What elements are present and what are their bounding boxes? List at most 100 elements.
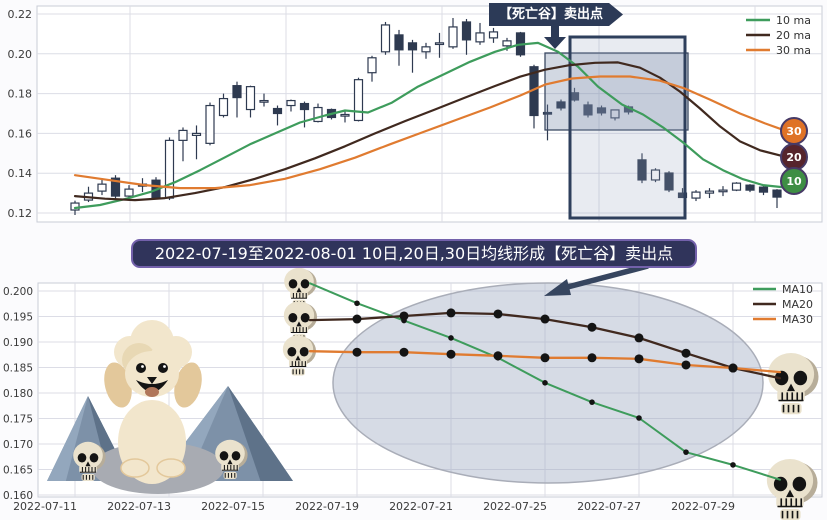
candle-body <box>650 169 661 181</box>
candle-body <box>502 40 512 47</box>
candle <box>164 137 175 201</box>
candle <box>407 39 418 73</box>
data-point-MA10 <box>730 462 736 468</box>
bottom-y-tick-label: 0.180 <box>3 388 33 400</box>
candle <box>718 186 728 197</box>
candle <box>394 29 404 66</box>
skull-eye-socket <box>773 476 788 492</box>
candle <box>340 109 350 123</box>
legend-label: 30 ma <box>776 44 811 57</box>
candle-body <box>407 42 418 51</box>
bottom-y-tick-label: 0.190 <box>3 337 33 349</box>
data-point-MA20 <box>493 309 503 319</box>
candlesticks <box>70 17 782 215</box>
mountain-light-face <box>47 396 88 481</box>
skull-eye-socket <box>288 279 298 289</box>
dog-eye-glint <box>141 365 144 368</box>
candle <box>178 127 188 162</box>
skull-cranium <box>767 353 815 396</box>
candle-body <box>691 191 701 199</box>
data-point-MA10 <box>683 449 689 455</box>
candle <box>704 188 715 199</box>
candle-body <box>704 190 715 194</box>
candle <box>664 171 674 193</box>
candle-body <box>299 102 310 111</box>
bottom-y-tick-label: 0.165 <box>3 465 33 477</box>
candle-body <box>97 183 107 192</box>
candle-body <box>718 189 728 193</box>
top-legend-item: 30 ma <box>746 44 811 57</box>
candle-body <box>124 188 134 197</box>
data-point-MA30 <box>399 347 409 357</box>
candle <box>731 182 742 192</box>
skull-lower-jaw <box>223 471 237 479</box>
skull-cranium <box>283 301 315 330</box>
dog-ear <box>104 362 132 408</box>
dog-tongue <box>145 387 159 397</box>
sell-point-arrow-icon <box>544 25 566 49</box>
candle <box>299 101 310 128</box>
bottom-x-tick-label: 2022-07-21 <box>389 500 453 513</box>
skull-nose <box>85 461 91 467</box>
bottom-y-tick-label: 0.200 <box>3 286 33 298</box>
candle-body <box>380 24 391 53</box>
candle <box>97 178 107 196</box>
skull-nose <box>295 355 301 361</box>
skull-eye-socket <box>231 451 241 461</box>
skull-nose <box>786 489 794 498</box>
skull-nose <box>296 287 302 293</box>
candle <box>286 99 296 112</box>
candle-body <box>394 34 404 51</box>
top-y-tick-label: 0.14 <box>8 167 33 180</box>
dog-ear <box>174 362 202 408</box>
skull-cranium <box>215 439 245 467</box>
dog-eye <box>136 363 146 373</box>
decorations <box>47 267 819 520</box>
candle-body <box>367 57 377 74</box>
bottom-y-tick-label: 0.175 <box>3 414 33 426</box>
skull-eye-socket <box>792 476 807 492</box>
dog-eye <box>158 363 168 373</box>
candle-body <box>178 129 188 141</box>
candle <box>421 42 431 59</box>
bottom-legend-item: MA20 <box>753 298 813 311</box>
candle-body <box>434 42 445 46</box>
legend-label: MA10 <box>782 283 813 296</box>
death-valley-sell-annotation: 【死亡谷】卖出点 <box>489 3 623 26</box>
candle <box>353 77 364 122</box>
summary-banner: 2022-07-19至2022-08-01 10日,20日,30日均线形成【死亡… <box>131 239 697 268</box>
candle <box>313 103 323 123</box>
legend-label: MA20 <box>782 298 813 311</box>
bottom-x-tick-label: 2022-07-25 <box>483 500 547 513</box>
candle <box>232 81 242 118</box>
ma-badge-label: 10 <box>786 175 802 188</box>
skull-icon <box>73 441 106 481</box>
ma-line-10ma <box>73 41 784 210</box>
candle <box>758 186 769 196</box>
candle-body <box>461 21 472 41</box>
skull-icon <box>766 459 818 520</box>
dog-paw <box>120 458 150 478</box>
data-point-MA30 <box>587 353 597 363</box>
candle <box>191 125 202 160</box>
ma-badge-label: 30 <box>786 125 802 138</box>
candle-body <box>583 104 593 116</box>
data-point-MA30 <box>352 347 362 357</box>
bottom-x-tick-label: 2022-07-13 <box>107 500 171 513</box>
candle-body <box>610 109 620 119</box>
candle <box>380 21 391 55</box>
candle-body <box>475 32 485 43</box>
ma-line-20ma <box>73 61 784 202</box>
candle-body <box>164 139 175 199</box>
top-legend-item: 10 ma <box>746 14 811 27</box>
data-point-MA10 <box>636 415 642 421</box>
candle <box>110 175 121 201</box>
death-valley-highlight-box <box>568 35 687 220</box>
skull-lower-jaw <box>781 403 802 415</box>
candle-body <box>232 85 242 99</box>
dog-paw <box>156 458 186 478</box>
candle-body <box>542 111 553 115</box>
candle-body <box>421 46 431 53</box>
